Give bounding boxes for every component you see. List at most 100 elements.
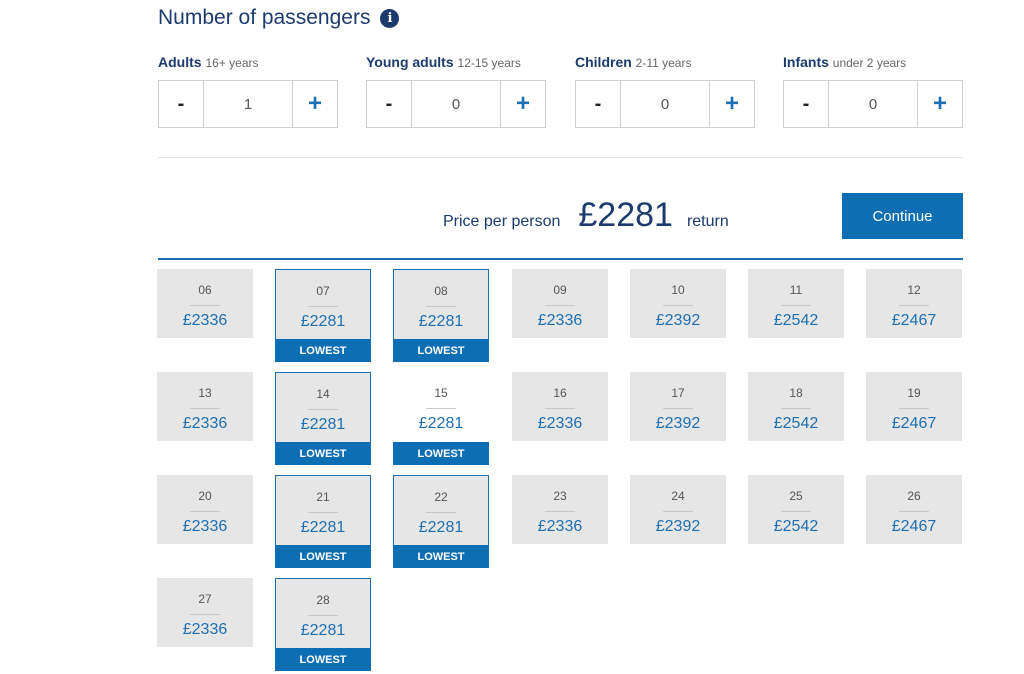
info-icon[interactable]: i <box>380 8 400 28</box>
date-separator <box>663 511 693 512</box>
increment-button[interactable]: + <box>709 81 754 127</box>
date-day: 22 <box>434 490 448 504</box>
passenger-stepper-children: - 0 + <box>575 80 755 128</box>
date-cell[interactable]: 19 £2467 <box>866 372 962 441</box>
passenger-group-young-adults: Young adults 12-15 years - 0 + <box>366 54 546 128</box>
date-price: £2336 <box>182 621 228 638</box>
divider <box>158 157 963 158</box>
date-cell[interactable]: 09 £2336 <box>512 269 608 338</box>
date-separator <box>190 305 220 306</box>
passenger-group-children: Children 2-11 years -0 + <box>575 54 755 128</box>
date-price: £2467 <box>891 415 937 432</box>
date-cell[interactable]: 24 £2392 <box>630 475 726 544</box>
date-day: 25 <box>789 489 803 503</box>
lowest-badge: LOWEST <box>275 545 371 568</box>
date-price: £2392 <box>655 312 701 329</box>
date-cell[interactable]: 17 £2392 <box>630 372 726 441</box>
decrement-button[interactable]: - <box>367 81 412 127</box>
date-day: 11 <box>789 283 803 297</box>
increment-button[interactable]: + <box>917 81 962 127</box>
date-cell[interactable]: 08 £2281 LOWEST <box>393 269 489 362</box>
passenger-count[interactable]: 0 <box>868 95 878 113</box>
date-cell[interactable]: 06 £2336 <box>157 269 253 338</box>
date-day: 12 <box>907 283 921 297</box>
passenger-type: Infants <box>783 54 829 70</box>
date-price: £2281 <box>300 416 346 433</box>
lowest-badge: LOWEST <box>275 648 371 671</box>
date-cell[interactable]: 11 £2542 <box>748 269 844 338</box>
passenger-stepper-infants: - 0 + <box>783 80 963 128</box>
date-cell[interactable]: 10 £2392 <box>630 269 726 338</box>
decrement-button[interactable]: - <box>576 81 621 127</box>
passenger-label: Children 2-11 years <box>575 54 755 72</box>
date-cell[interactable]: 14 £2281 LOWEST <box>275 372 371 465</box>
passenger-count[interactable]: 0 <box>660 95 670 113</box>
date-cell[interactable]: 16 £2336 <box>512 372 608 441</box>
date-separator <box>308 306 338 307</box>
date-separator <box>663 305 693 306</box>
date-price: £2467 <box>891 518 937 535</box>
date-price: £2281 <box>418 415 464 432</box>
price-amount: £2281 <box>578 196 673 234</box>
calendar-divider <box>158 258 963 260</box>
date-price: £2281 <box>300 313 346 330</box>
passenger-count[interactable]: 1 <box>243 95 253 113</box>
date-price: £2392 <box>655 415 701 432</box>
date-separator <box>308 512 338 513</box>
date-day: 27 <box>198 592 212 606</box>
date-day: 17 <box>671 386 685 400</box>
lowest-badge: LOWEST <box>275 442 371 465</box>
date-separator <box>190 614 220 615</box>
date-cell[interactable]: 15 £2281 LOWEST <box>393 372 489 465</box>
date-separator <box>899 511 929 512</box>
date-price: £2542 <box>773 312 819 329</box>
date-separator <box>308 409 338 410</box>
date-cell[interactable]: 13 £2336 <box>157 372 253 441</box>
decrement-button[interactable]: - <box>784 81 829 127</box>
date-day: 09 <box>553 283 567 297</box>
date-cell[interactable]: 22 £2281 LOWEST <box>393 475 489 568</box>
date-cell[interactable]: 27 £2336 <box>157 578 253 647</box>
date-day: 21 <box>316 490 330 504</box>
date-cell[interactable]: 23 £2336 <box>512 475 608 544</box>
passenger-count[interactable]: 0 <box>451 95 461 113</box>
date-cell[interactable]: 28 £2281 LOWEST <box>275 578 371 671</box>
date-price: £2392 <box>655 518 701 535</box>
date-separator <box>426 512 456 513</box>
increment-button[interactable]: + <box>500 81 545 127</box>
date-day: 14 <box>316 387 330 401</box>
lowest-badge: LOWEST <box>393 442 489 465</box>
date-price: £2281 <box>300 519 346 536</box>
date-separator <box>545 305 575 306</box>
increment-button[interactable]: + <box>292 81 337 127</box>
passenger-type: Children <box>575 54 632 70</box>
date-separator <box>308 615 338 616</box>
date-cell[interactable]: 07 £2281 LOWEST <box>275 269 371 362</box>
date-day: 07 <box>316 284 330 298</box>
date-day: 24 <box>671 489 685 503</box>
date-day: 18 <box>789 386 803 400</box>
continue-button[interactable]: Continue <box>842 193 963 239</box>
date-price: £2281 <box>418 313 464 330</box>
date-cell[interactable]: 20 £2336 <box>157 475 253 544</box>
passenger-age-range: 2-11 years <box>635 56 692 70</box>
lowest-badge: LOWEST <box>275 339 371 362</box>
passenger-label: Adults 16+ years <box>158 54 338 72</box>
date-cell[interactable]: 26 £2467 <box>866 475 962 544</box>
date-price: £2281 <box>300 622 346 639</box>
date-day: 10 <box>671 283 685 297</box>
date-separator <box>781 305 811 306</box>
date-day: 08 <box>434 284 448 298</box>
date-day: 16 <box>553 386 567 400</box>
passengers-heading: Number of passengers i <box>158 6 400 30</box>
passenger-age-range: 16+ years <box>205 56 259 70</box>
date-price: £2336 <box>182 518 228 535</box>
date-cell[interactable]: 18 £2542 <box>748 372 844 441</box>
decrement-button[interactable]: - <box>159 81 204 127</box>
lowest-badge: LOWEST <box>393 339 489 362</box>
date-cell[interactable]: 21 £2281 LOWEST <box>275 475 371 568</box>
date-price: £2542 <box>773 415 819 432</box>
date-price: £2336 <box>182 415 228 432</box>
date-cell[interactable]: 12 £2467 <box>866 269 962 338</box>
date-cell[interactable]: 25 £2542 <box>748 475 844 544</box>
